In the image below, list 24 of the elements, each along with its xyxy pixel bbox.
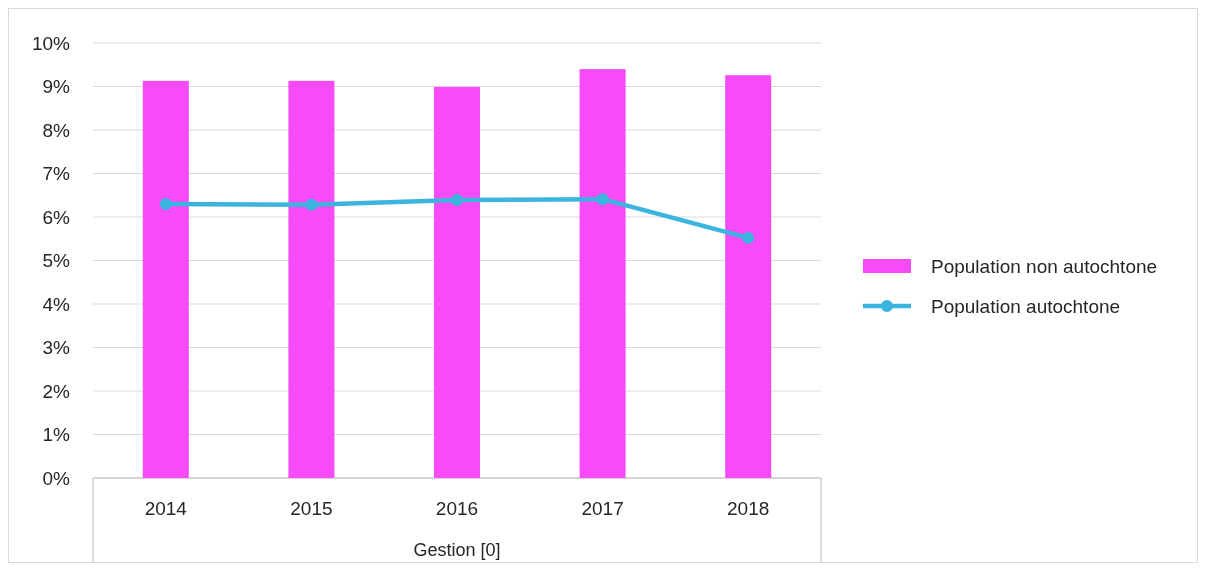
- y-tick-label: 5%: [42, 250, 71, 272]
- point: [451, 194, 463, 207]
- y-tick-label: 1%: [42, 424, 71, 446]
- point: [742, 231, 755, 244]
- y-tick-label: 3%: [42, 337, 71, 359]
- y-tick-label: 9%: [42, 76, 71, 98]
- y-tick-label: 7%: [42, 163, 71, 185]
- y-tick-label: 2%: [42, 380, 71, 402]
- point: [596, 193, 609, 206]
- x-tick-label: 2016: [435, 497, 479, 519]
- y-tick-label: 10%: [31, 32, 71, 54]
- y-tick-label: 4%: [42, 293, 71, 315]
- x-axis-title: Gestion [0]: [413, 540, 501, 560]
- legend-label: Population autochtone: [931, 295, 1121, 317]
- point: [159, 197, 172, 210]
- y-tick-label: 6%: [42, 206, 71, 228]
- point: [305, 198, 318, 211]
- legend-label: Population non autochtone: [931, 255, 1158, 277]
- y-tick-label: 0%: [42, 467, 71, 489]
- x-tick-label: 2017: [581, 497, 624, 519]
- y-tick-label: 8%: [42, 119, 71, 141]
- x-tick-label: 2018: [727, 497, 770, 519]
- x-tick-label: 2014: [144, 497, 188, 519]
- x-tick-label: 2015: [290, 497, 333, 519]
